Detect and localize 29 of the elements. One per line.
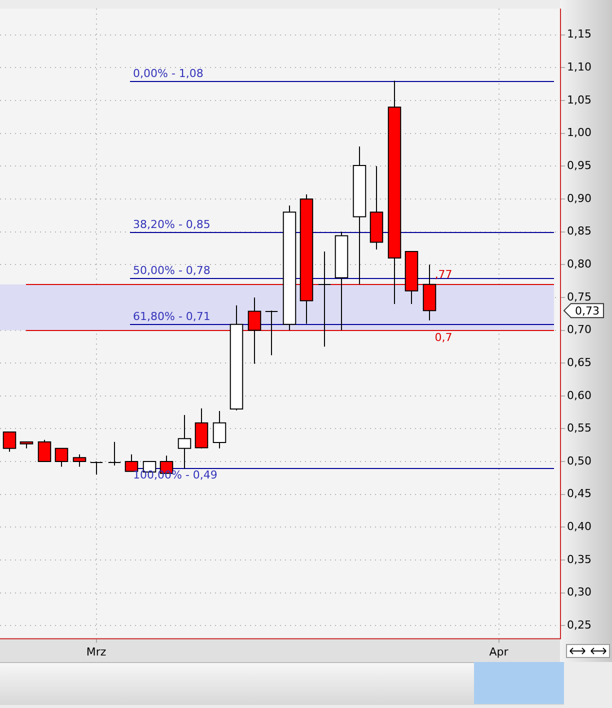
y-tick-label: 0,45	[567, 487, 592, 500]
annotation: 0,00% - 1,08	[133, 67, 204, 80]
annotation: 100,00% - 0,49	[133, 468, 218, 482]
y-tick-label: 0,40	[567, 520, 592, 534]
y-tick-label: 0,35	[567, 552, 592, 566]
y-tick-label: 0,85	[567, 224, 592, 238]
text: 0,73	[575, 304, 600, 318]
y-tick-label: 0,50	[567, 454, 592, 468]
y-tick-label: 0,95	[567, 159, 592, 172]
ref-line-label: 0,7	[434, 330, 452, 344]
annotation: 38,20% - 0,85	[133, 218, 210, 232]
y-tick-label: 1,15	[567, 28, 592, 41]
x-tick-label: Apr	[489, 645, 509, 658]
y-tick-label: 0,25	[567, 618, 592, 632]
ref-line-label: ,77	[434, 268, 452, 281]
y-tick-label: 0,60	[567, 388, 592, 402]
x-tick-label: Mrz	[86, 645, 106, 658]
y-tick-label: 1,10	[567, 60, 592, 74]
y-tick-label: 0,30	[567, 586, 592, 599]
y-tick-label: 0,80	[567, 257, 592, 270]
y-tick-label: 0,55	[567, 422, 592, 435]
y-tick-label: 1,05	[567, 93, 592, 106]
y-tick-label: 0,70	[567, 323, 592, 336]
y-tick-label: 0,75	[567, 290, 592, 304]
y-tick-label: 0,65	[567, 356, 592, 369]
y-tick-label: 0,90	[567, 192, 592, 205]
annotation: 50,00% - 0,78	[133, 264, 210, 278]
annotation: 61,80% - 0,71	[133, 310, 210, 324]
y-tick-label: 1,00	[567, 126, 592, 140]
